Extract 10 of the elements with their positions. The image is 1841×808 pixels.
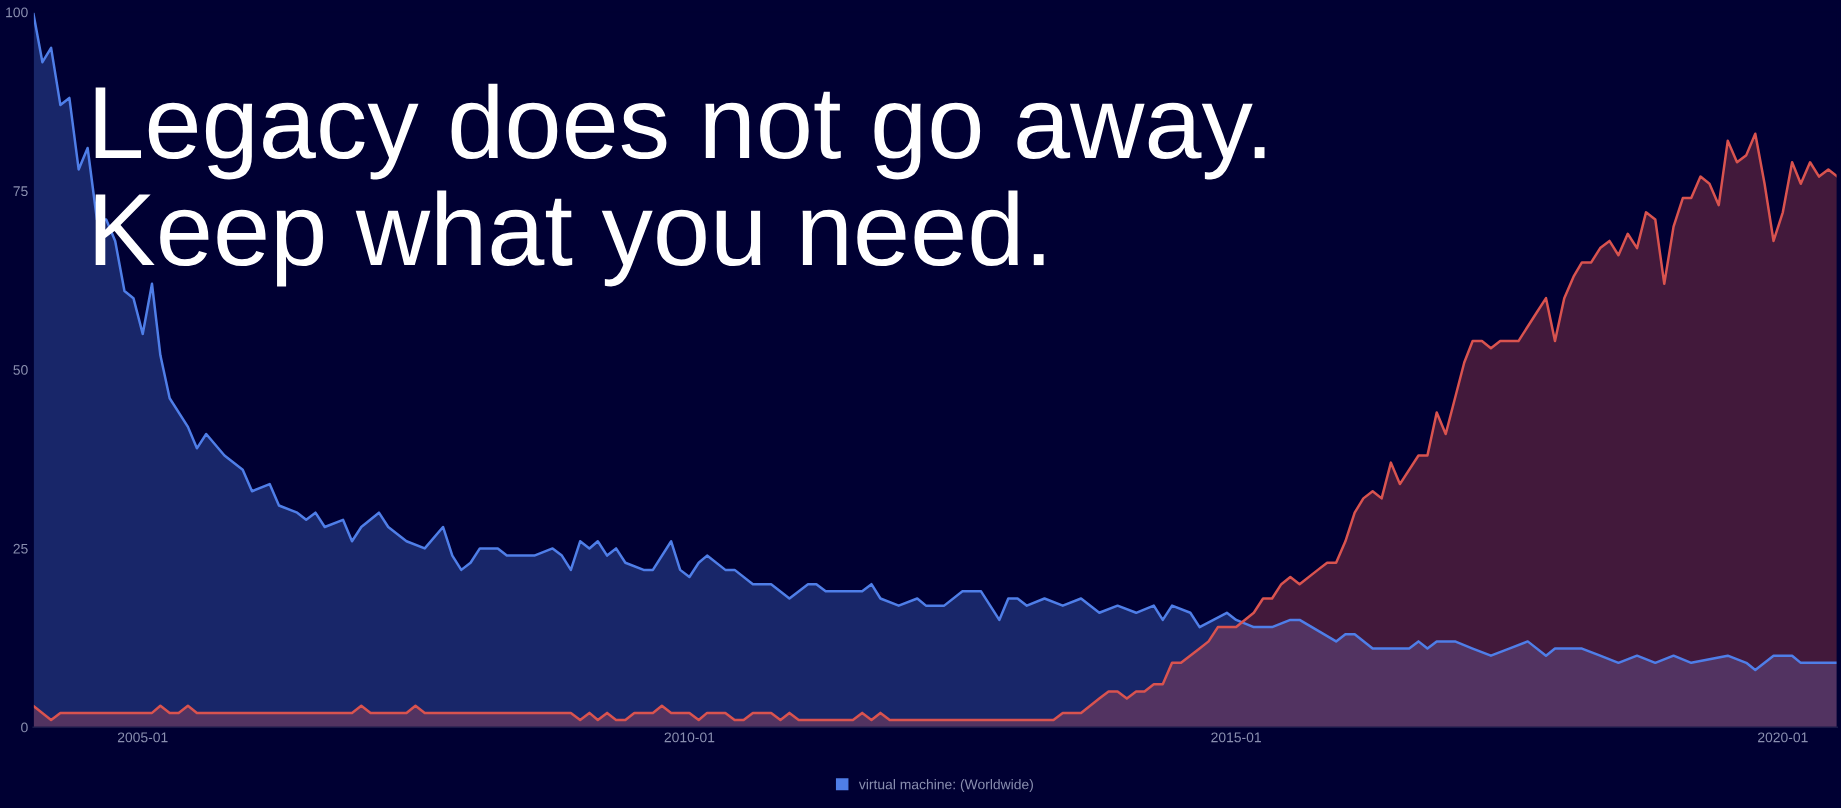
y-tick-label: 25 [13,543,28,554]
y-tick-label: 50 [13,364,28,375]
x-tick-label: 2010-01 [664,732,715,743]
x-tick-label: 2020-01 [1758,732,1808,743]
x-tick-label: 2005-01 [117,732,168,743]
y-tick-label: 0 [21,722,28,733]
y-tick-label: 100 [6,7,28,18]
x-tick-label: 2015-01 [1211,732,1261,743]
legend-label: virtual machine: (Worldwide) [858,779,1033,793]
y-tick-label: 75 [13,186,28,197]
